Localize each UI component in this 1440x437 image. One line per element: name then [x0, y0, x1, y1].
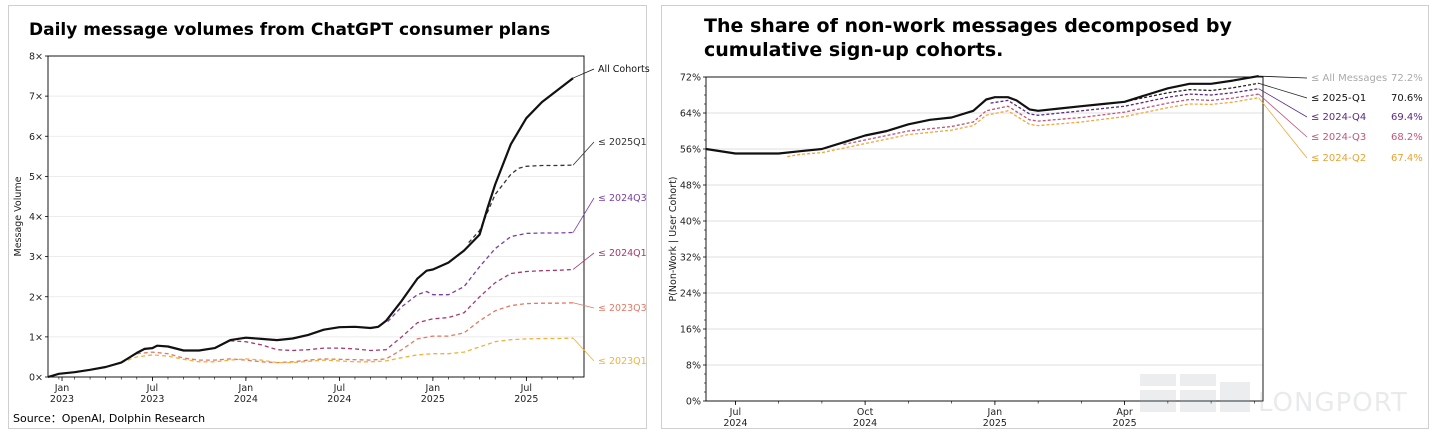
watermark-text: LONGPORT	[1258, 388, 1408, 418]
y-tick-label: 32%	[680, 253, 701, 264]
y-tick-label: 5×	[29, 172, 43, 183]
x-tick-label: Jul	[729, 407, 741, 418]
y-tick-label: 1×	[29, 332, 43, 343]
x-tick-label: 2024	[723, 418, 747, 429]
x-tick-label: 2025	[421, 394, 445, 405]
x-tick-label: 2024	[327, 394, 351, 405]
series-value-2025-q1: 70.6%	[1391, 93, 1423, 104]
y-axis-label: P(Non-Work | User Cohort)	[668, 176, 679, 301]
series-leader-2023q1	[572, 337, 595, 362]
right-chart-svg: 0%8%16%24%32%40%48%56%64%72%Jul2024Oct20…	[668, 73, 1423, 430]
series-leader-all-messages	[1258, 75, 1308, 79]
series-label-2024-q3: ≤ 2024-Q3	[1311, 132, 1366, 143]
y-tick-label: 0%	[686, 397, 701, 408]
y-tick-label: 6×	[29, 132, 43, 143]
left-chart-svg: 0×1×2×3×4×5×6×7×8×Jan2023Jul2023Jan2024J…	[13, 52, 650, 406]
y-tick-label: 16%	[680, 325, 701, 336]
longport-watermark: LONGPORT	[1140, 368, 1430, 418]
x-tick-label: Jul	[146, 383, 158, 394]
right-chart-panel: The share of non-work messages decompose…	[661, 5, 1429, 429]
series-leader-2024-q3	[1258, 93, 1308, 138]
x-tick-label: 2024	[234, 394, 258, 405]
series-line-all-cohorts	[47, 77, 574, 379]
x-tick-label: 2023	[140, 394, 164, 405]
right-chart-title: The share of non-work messages decompose…	[704, 14, 1232, 62]
series-leader-2025q1	[572, 141, 595, 166]
series-value-all-messages: 72.2%	[1391, 73, 1423, 84]
series-leader-2023q3	[572, 302, 595, 309]
series-value-2024-q4: 69.4%	[1391, 112, 1423, 123]
x-tick-label: Jan	[238, 383, 254, 394]
x-tick-label: Jul	[333, 383, 345, 394]
left-chart-panel: Daily message volumes from ChatGPT consu…	[8, 5, 650, 429]
plot-frame	[47, 55, 585, 378]
series-line-2023q1	[120, 337, 574, 364]
y-axis-label: Message Volume	[13, 176, 24, 256]
y-tick-label: 64%	[680, 109, 701, 120]
y-tick-label: 0×	[29, 373, 43, 384]
x-tick-label: 2025	[1113, 418, 1137, 429]
x-tick-label: 2023	[50, 394, 74, 405]
series-line-2024-q2	[787, 97, 1259, 158]
series-label-2024-q2: ≤ 2024-Q2	[1311, 153, 1366, 164]
series-label-2025q1: ≤ 2025Q1	[598, 137, 647, 148]
y-tick-label: 56%	[680, 145, 701, 156]
series-value-2024-q2: 67.4%	[1391, 153, 1423, 164]
y-tick-label: 48%	[680, 181, 701, 192]
series-leader-all-cohorts	[572, 68, 595, 79]
x-tick-label: Apr	[1116, 407, 1133, 418]
y-tick-label: 24%	[680, 289, 701, 300]
y-tick-label: 72%	[680, 73, 701, 84]
series-label-2023q3: ≤ 2023Q3	[598, 303, 647, 314]
series-leader-2024-q2	[1258, 97, 1308, 159]
x-tick-label: Jan	[987, 407, 1003, 418]
y-tick-label: 8×	[29, 52, 43, 63]
series-label-2025-q1: ≤ 2025-Q1	[1311, 93, 1366, 104]
series-leader-2024q3	[572, 197, 595, 233]
y-tick-label: 8%	[686, 361, 701, 372]
series-line-2025-q1	[1124, 82, 1259, 103]
x-tick-label: Jan	[425, 383, 441, 394]
y-tick-label: 4×	[29, 212, 43, 223]
series-leader-2024q1	[572, 252, 595, 270]
series-line-2024q3	[387, 231, 574, 323]
x-tick-label: Oct	[857, 407, 874, 418]
series-label-all-messages: ≤ All Messages	[1311, 73, 1387, 84]
series-leader-2024-q4	[1258, 88, 1308, 118]
series-line-2024-q3	[843, 93, 1259, 146]
y-tick-label: 3×	[29, 252, 43, 263]
y-tick-label: 40%	[680, 217, 701, 228]
x-tick-label: 2025	[983, 418, 1007, 429]
x-tick-label: 2025	[514, 394, 538, 405]
right-title-line-2: cumulative sign-up cohorts.	[704, 39, 1004, 61]
series-line-all-messages	[705, 75, 1259, 155]
series-label-2024q3: ≤ 2024Q3	[598, 193, 647, 204]
series-line-2024q1	[230, 268, 574, 352]
y-tick-label: 7×	[29, 92, 43, 103]
left-chart-title: Daily message volumes from ChatGPT consu…	[29, 20, 551, 40]
series-label-2024q1: ≤ 2024Q1	[598, 248, 647, 259]
x-tick-label: Jan	[54, 383, 70, 394]
series-leader-2025-q1	[1258, 82, 1308, 99]
source-note: Source：OpenAI, Dolphin Research	[13, 412, 206, 425]
series-label-2024-q4: ≤ 2024-Q4	[1311, 112, 1366, 123]
series-line-2025q1	[468, 164, 574, 244]
y-tick-label: 2×	[29, 292, 43, 303]
x-tick-label: Jul	[520, 383, 532, 394]
plot-frame	[705, 76, 1264, 402]
series-value-2024-q3: 68.2%	[1391, 132, 1423, 143]
series-label-2023q1: ≤ 2023Q1	[598, 356, 647, 367]
series-line-2023q3	[136, 302, 574, 364]
right-title-line-1: The share of non-work messages decompose…	[704, 15, 1232, 37]
x-tick-label: 2024	[853, 418, 877, 429]
series-label-all-cohorts: All Cohorts	[598, 64, 650, 75]
